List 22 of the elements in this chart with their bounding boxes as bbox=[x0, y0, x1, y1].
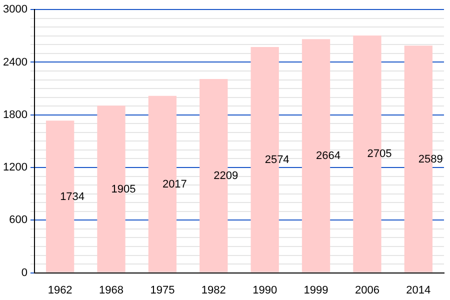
data-label: 2209 bbox=[214, 170, 238, 182]
x-tick-label: 1975 bbox=[150, 284, 175, 296]
data-label: 2705 bbox=[367, 148, 392, 160]
y-tick-label: 3000 bbox=[2, 4, 28, 16]
y-tick-label: 1200 bbox=[2, 162, 28, 174]
data-label: 2664 bbox=[316, 150, 341, 162]
x-tick-label: 2014 bbox=[406, 284, 431, 296]
x-tick-label: 1990 bbox=[252, 284, 278, 296]
x-tick-label: 1982 bbox=[201, 284, 226, 296]
y-tick-label: 0 bbox=[21, 266, 28, 279]
y-tick-label: 2400 bbox=[2, 56, 28, 68]
y-tick-label: 1800 bbox=[2, 108, 28, 121]
data-label: 2589 bbox=[418, 153, 443, 166]
data-label: 2017 bbox=[162, 178, 187, 190]
x-tick-label: 1962 bbox=[48, 284, 72, 296]
x-tick-label: 1999 bbox=[304, 284, 328, 296]
data-label: 1905 bbox=[111, 183, 136, 196]
x-tick-label: 1968 bbox=[99, 284, 124, 296]
data-label: 2574 bbox=[264, 154, 290, 166]
data-label: 1734 bbox=[60, 190, 85, 203]
x-tick-label: 2006 bbox=[354, 284, 380, 296]
y-tick-label: 600 bbox=[9, 214, 28, 226]
